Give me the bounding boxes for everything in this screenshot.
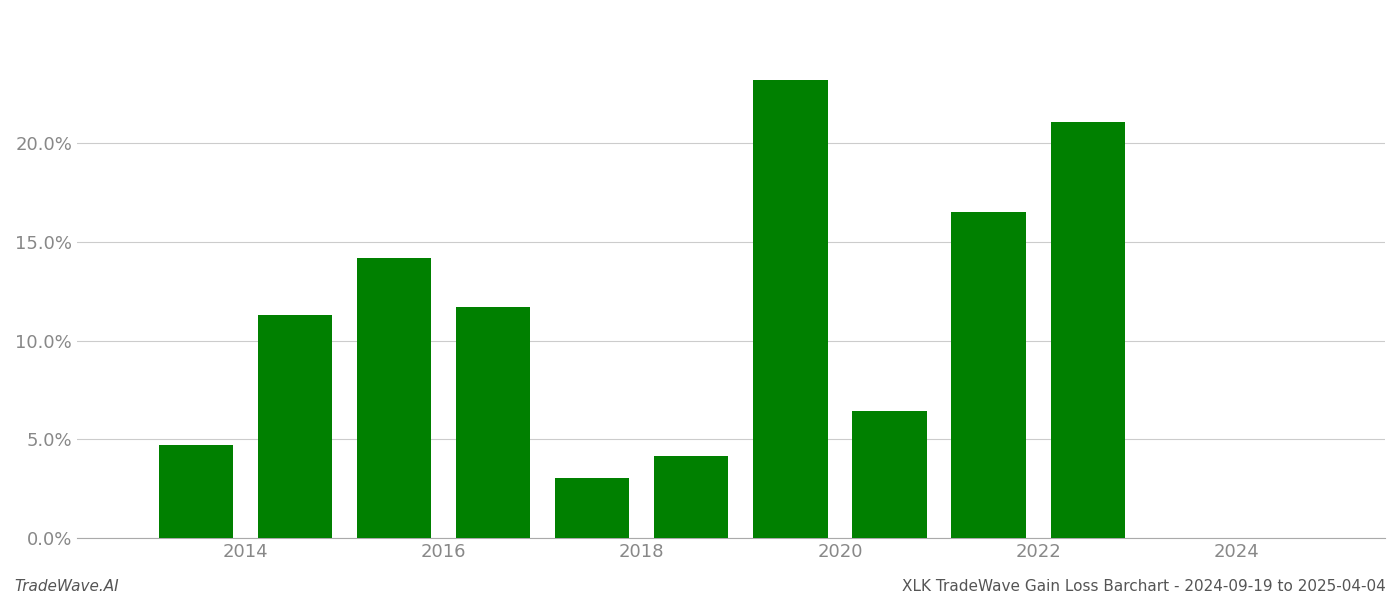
Bar bbox=[554, 478, 630, 538]
Bar bbox=[853, 411, 927, 538]
Bar bbox=[753, 80, 827, 538]
Text: XLK TradeWave Gain Loss Barchart - 2024-09-19 to 2025-04-04: XLK TradeWave Gain Loss Barchart - 2024-… bbox=[902, 579, 1386, 594]
Text: TradeWave.AI: TradeWave.AI bbox=[14, 579, 119, 594]
Bar bbox=[456, 307, 531, 538]
Bar bbox=[654, 456, 728, 538]
Bar bbox=[258, 315, 332, 538]
Bar bbox=[1050, 122, 1124, 538]
Bar bbox=[357, 258, 431, 538]
Bar bbox=[952, 212, 1026, 538]
Bar bbox=[158, 445, 232, 538]
